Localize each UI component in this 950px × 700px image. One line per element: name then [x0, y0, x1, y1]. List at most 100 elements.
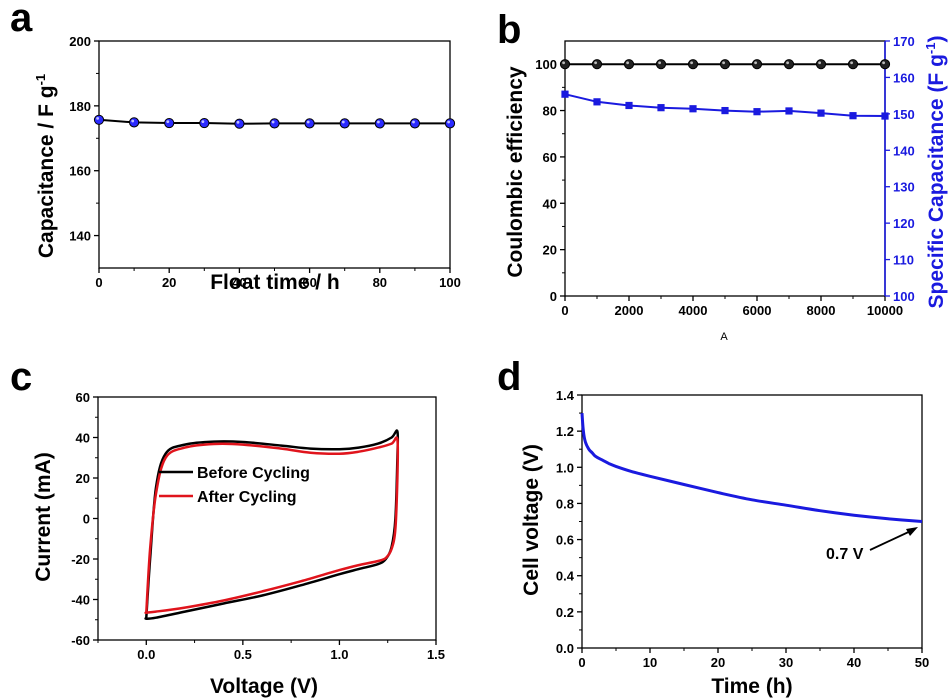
- panel-b-capacitance-point: [561, 90, 569, 98]
- panel-d-y-tick-label: 0.4: [556, 569, 575, 584]
- panel-b-y-tick-label: 20: [543, 243, 557, 258]
- panel-d-x-tick-label: 10: [643, 655, 657, 670]
- panel-c-y-tick-label: 60: [76, 390, 90, 405]
- panel-b-x-tick-label: 8000: [807, 303, 836, 318]
- panel-b-right-y-tick-label: 110: [893, 253, 914, 268]
- panel-a-plot-area: 0 20 40 60 80 100 140 160 180 200: [69, 34, 461, 290]
- panel-d-discharge-curve: [580, 413, 923, 523]
- panel-b-coulombic-point-highlight: [690, 61, 693, 65]
- panel-b-right-y-tick-label: 150: [893, 107, 915, 122]
- panel-letter-b: b: [497, 8, 521, 52]
- legend-label-before: Before Cycling: [197, 465, 310, 482]
- panel-b-coulombic-point-highlight: [754, 61, 757, 65]
- panel-a: a 0 20 40 60 80 100 140 160 180 200 Float time / …: [10, 0, 461, 294]
- panel-a-x-tick-label: 0: [95, 275, 102, 290]
- panel-c-y-tick-label: -40: [71, 593, 90, 608]
- panel-a-data-point-highlight: [236, 120, 240, 124]
- panel-c-before-cycling-curve: [144, 429, 400, 620]
- panel-a-data-point: [374, 118, 385, 129]
- panel-a-data-point: [409, 118, 420, 129]
- panel-b-right-y-axis-label: Specific Capacitance (F g-1): [923, 36, 948, 309]
- panel-d-y-tick-label: 1.0: [556, 460, 574, 475]
- panel-c-x-tick-label: 1.0: [330, 647, 348, 662]
- panel-c: c 0.0 0.5 1.0 1.5 -60 -40 -20 0 20 40 60 Voltage (…: [10, 355, 445, 698]
- panel-a-data-point-highlight: [271, 120, 275, 124]
- panel-b-capacitance-point: [689, 105, 697, 113]
- panel-b-coulombic-point-highlight: [562, 61, 565, 65]
- panel-b-x-tick-label: 10000: [867, 303, 903, 318]
- panel-b-y-tick-label: 0: [550, 289, 557, 304]
- panel-b-x-tick-label: 0: [561, 303, 568, 318]
- panel-b-coulombic-point: [655, 59, 667, 70]
- panel-b-capacitance-point: [721, 106, 729, 115]
- panel-b-capacitance-point: [625, 101, 633, 110]
- panel-b-coulombic-point-highlight: [594, 61, 597, 65]
- panel-d-y-tick-label: 1.4: [556, 388, 575, 403]
- panel-a-data-point-highlight: [96, 117, 99, 120]
- panel-a-axes-frame: [98, 40, 451, 269]
- panel-b-coulombic-point: [751, 59, 763, 70]
- panel-b-coulombic-point: [623, 59, 635, 70]
- panel-c-y-tick-label: 20: [76, 471, 90, 486]
- panel-a-data-point: [304, 118, 315, 129]
- panel-a-x-tick-label: 60: [302, 275, 316, 290]
- panel-b-capacitance-point: [657, 104, 665, 112]
- panel-b-coulombic-point: [719, 59, 731, 70]
- panel-a-x-tick-label: 80: [373, 275, 387, 290]
- panel-b-left-y-axis-label: Coulombic efficiency: [504, 66, 527, 278]
- panel-b-coulombic-point: [879, 59, 891, 70]
- panel-letter-d: d: [497, 355, 521, 399]
- panel-b-capacitance-point: [849, 112, 857, 120]
- panel-b-y-tick-label: 40: [543, 196, 557, 211]
- panel-a-data-point: [444, 118, 456, 129]
- panel-a-data-point-highlight: [377, 120, 380, 124]
- panel-a-data-point-highlight: [306, 120, 310, 124]
- panel-a-x-tick-label: 20: [162, 275, 176, 290]
- panel-a-data-point: [269, 118, 280, 129]
- panel-b-right-y-tick-label: 160: [893, 70, 915, 85]
- panel-b-coulombic-point: [847, 59, 859, 70]
- panel-d-x-tick-label: 40: [847, 655, 861, 670]
- panel-a-data-point-highlight: [166, 120, 170, 124]
- panel-a-data-point-highlight: [201, 120, 205, 124]
- panel-b-right-label-close: ): [925, 36, 948, 43]
- panel-b-right-y-tick-label: 140: [893, 143, 915, 158]
- panel-b-coulombic-point-highlight: [658, 61, 661, 65]
- panel-a-data-point-highlight: [341, 120, 345, 124]
- panel-b-coulombic-point: [815, 59, 827, 70]
- panel-c-x-axis-label: Voltage (V): [210, 675, 318, 698]
- panel-b-coulombic-point: [687, 59, 699, 70]
- panel-a-y-tick-label: 180: [69, 99, 91, 114]
- panel-a-y-label-sup: -1: [33, 74, 48, 86]
- panel-d-y-tick-label: 1.2: [556, 424, 574, 439]
- panel-d-x-tick-label: 30: [779, 655, 793, 670]
- panel-b-right-y-tick-label: 130: [893, 180, 915, 195]
- panel-c-x-tick-label: 0.0: [137, 647, 155, 662]
- panel-a-data-point: [164, 117, 175, 129]
- panel-b-capacitance-point: [881, 112, 889, 120]
- panel-c-legend: Before Cycling After Cycling: [159, 465, 310, 506]
- panel-a-data-point: [234, 118, 245, 129]
- legend-label-after: After Cycling: [197, 489, 297, 506]
- panel-c-after-cycling-curve: [144, 436, 400, 614]
- panel-letter-c: c: [10, 355, 32, 399]
- panel-a-data-point-highlight: [131, 119, 135, 123]
- panel-b-coulombic-point: [783, 59, 795, 70]
- panel-c-y-tick-label: 40: [76, 431, 90, 446]
- panel-b-y-tick-label: 80: [543, 104, 557, 119]
- panel-d-annotation-arrow: [869, 528, 916, 551]
- panel-b-x-tick-label: 4000: [679, 303, 708, 318]
- panel-a-data-point: [199, 117, 210, 129]
- panel-b-capacitance-point: [753, 108, 761, 116]
- panel-d: d 0 10 20 30 40 50 0.0 0.2 0.4 0.6 0.8 1.0 1.2 1.4 Ti…: [497, 355, 929, 698]
- panel-c-plot-area: 0.0 0.5 1.0 1.5 -60 -40 -20 0 20 40 60: [71, 390, 445, 662]
- panel-d-arrowhead: [906, 527, 918, 536]
- panel-a-y-axis-label: Capacitance / F g-1: [33, 74, 58, 258]
- panel-b-coulombic-point-highlight: [882, 61, 885, 65]
- panel-b-x-axis-label: A: [720, 331, 728, 343]
- panel-b-y-tick-label: 60: [543, 150, 557, 165]
- panel-d-y-tick-label: 0.8: [556, 496, 574, 511]
- panel-a-data-point-highlight: [412, 120, 415, 124]
- panel-d-x-axis-label: Time (h): [711, 675, 792, 698]
- panel-b-capacitance-point: [817, 109, 825, 117]
